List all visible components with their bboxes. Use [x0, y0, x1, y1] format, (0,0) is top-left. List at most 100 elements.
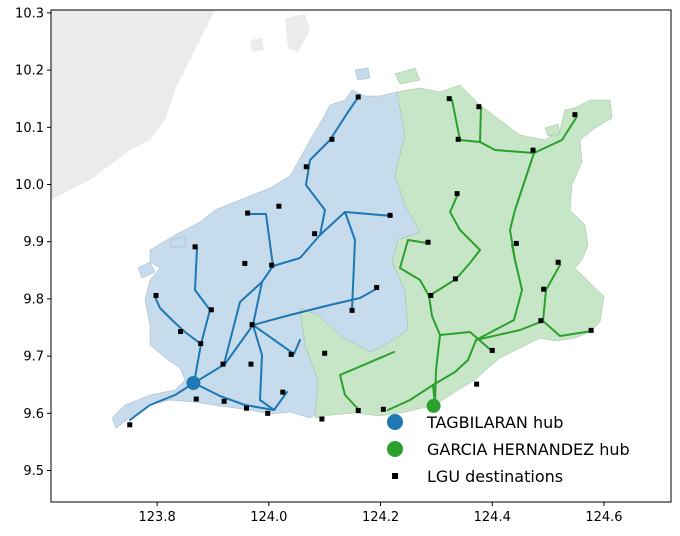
route-line-tagbilaran [252, 287, 379, 326]
route-line-tagbilaran [252, 324, 301, 355]
lgu-destination-marker [322, 350, 328, 356]
route-line-garcia [387, 384, 434, 411]
lgu-destination-marker [192, 244, 198, 250]
legend-label: LGU destinations [427, 467, 563, 486]
neighbor-island-small [250, 38, 264, 52]
y-tick-label: 10.2 [15, 64, 44, 79]
lgu-destination-marker [265, 410, 271, 416]
lgu-destination-marker [489, 347, 495, 353]
route-line-tagbilaran [154, 296, 202, 384]
route-line-garcia [439, 331, 494, 353]
route-line-garcia [432, 244, 523, 406]
legend-swatch [387, 441, 403, 457]
lgu-destination-marker [349, 307, 355, 313]
lgu-destination-marker [455, 136, 461, 142]
garcia-islet-1 [394, 67, 421, 85]
lgu-destination-marker [288, 351, 294, 357]
y-tick-label: 10.1 [15, 121, 44, 136]
y-tick-label: 9.8 [23, 292, 44, 307]
x-tick-label: 124.4 [474, 510, 511, 525]
markers [127, 94, 594, 428]
route-line-garcia [542, 320, 593, 337]
route-line-garcia [451, 99, 535, 154]
x-tick-label: 123.8 [139, 510, 176, 525]
region-garcia-hernandez [299, 67, 613, 419]
lgu-destination-marker [276, 203, 282, 209]
route-line-tagbilaran [223, 281, 263, 365]
legend-swatch [387, 414, 403, 430]
lgu-destination-marker [530, 147, 536, 153]
lgu-destination-marker [220, 361, 226, 367]
lgu-destination-marker [476, 104, 482, 110]
lgu-destination-marker [387, 212, 393, 218]
route-line-tagbilaran [344, 211, 356, 311]
lgu-destination-marker [538, 318, 544, 324]
lgu-destination-marker [588, 327, 594, 333]
lgu-destination-marker [127, 422, 133, 428]
lgu-destination-marker [329, 136, 335, 142]
lgu-destination-marker [243, 405, 249, 411]
tagbilaran-hub-marker [186, 376, 201, 391]
y-tick-label: 10.0 [15, 178, 44, 193]
garcia-hernandez-hub-marker [426, 398, 441, 413]
lgu-destination-marker [428, 292, 434, 298]
axes-frame [50, 9, 672, 503]
tagbilaran-islet-3 [169, 235, 187, 249]
x-tick-label: 124.2 [362, 510, 399, 525]
lgu-destination-marker [245, 210, 251, 216]
lgu-destination-marker [374, 284, 380, 290]
y-tick-label: 9.9 [23, 235, 44, 250]
x-tick-label: 124.6 [585, 510, 622, 525]
neighbor-landmass [51, 10, 215, 200]
lgu-destination-marker [208, 307, 214, 313]
route-line-tagbilaran [129, 382, 195, 421]
lgu-destination-marker [380, 406, 386, 412]
y-axis: 9.5 9.6 9.7 9.8 9.9 10.0 10.1 10.2 10.3 [15, 6, 51, 479]
lgu-destination-marker [572, 112, 578, 118]
lgu-destination-marker [541, 286, 547, 292]
lgu-destination-marker [249, 322, 255, 328]
lgu-destination-marker [446, 96, 452, 102]
lgu-destination-marker [269, 262, 275, 268]
legend-label: GARCIA HERNANDEZ hub [427, 440, 630, 459]
tagbilaran-islet-1 [137, 261, 156, 279]
basemap [51, 10, 310, 200]
neighbor-island-top [285, 14, 310, 52]
lgu-destination-marker [153, 292, 159, 298]
legend: TAGBILARAN hub GARCIA HERNANDEZ hub LGU de… [387, 413, 630, 486]
x-axis: 123.8 124.0 124.2 124.4 124.6 [139, 502, 623, 525]
y-tick-label: 10.3 [15, 6, 44, 21]
route-line-tagbilaran [194, 247, 211, 345]
lgu-destination-marker [178, 329, 184, 335]
lgu-destination-marker [242, 260, 248, 266]
garcia-catchment-area [299, 84, 613, 419]
lgu-destination-marker [452, 276, 458, 282]
lgu-destination-marker [474, 381, 480, 387]
lgu-destination-marker [193, 396, 199, 402]
lgu-destination-marker [555, 259, 561, 265]
route-line-tagbilaran [193, 382, 288, 411]
garcia-islet-2 [544, 123, 561, 137]
route-line-garcia [479, 107, 482, 143]
lgu-destination-marker [248, 361, 254, 367]
routes [129, 98, 593, 421]
lgu-destination-marker [319, 416, 325, 422]
tagbilaran-islet-2 [354, 67, 371, 81]
legend-swatch [392, 473, 398, 479]
route-line-tagbilaran [305, 98, 358, 236]
lgu-destination-marker [312, 231, 318, 237]
lgu-destination-marker [355, 94, 361, 100]
lgu-destination-marker [303, 164, 309, 170]
lgu-destination-marker [198, 341, 204, 347]
lgu-destination-marker [355, 407, 361, 413]
lgu-destination-marker [513, 240, 519, 246]
lgu-destination-marker [221, 398, 227, 404]
lgu-destination-marker [425, 239, 431, 245]
lgu-destination-marker [454, 191, 460, 197]
legend-label: TAGBILARAN hub [426, 413, 563, 432]
lgu-destination-marker [280, 389, 286, 395]
x-tick-label: 124.0 [250, 510, 287, 525]
y-tick-label: 9.6 [23, 407, 44, 422]
